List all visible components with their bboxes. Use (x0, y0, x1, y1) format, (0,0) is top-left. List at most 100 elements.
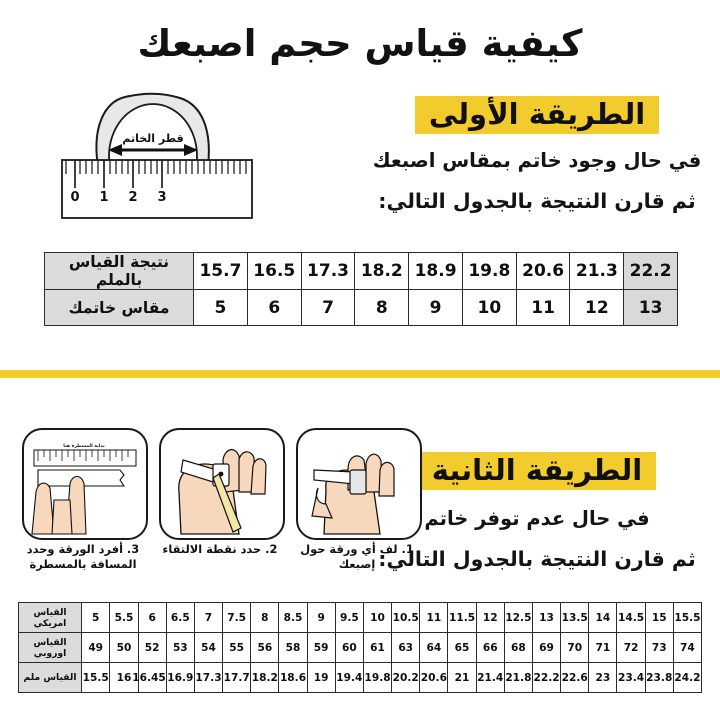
cell-us-19: 6 (137, 602, 167, 633)
ring-diameter-diagram: قطر الخاتم (42, 88, 272, 228)
table-row: 22.2 21.3 20.6 19.8 18.9 18.2 17.3 16.5 … (44, 252, 678, 290)
cell-size-4: 9 (408, 289, 463, 326)
cell-us-5: 13 (531, 602, 562, 633)
ring-size-conversion-table: 15.5 15 14.5 14 13.5 13 12.5 12 11.5 11 10.5 10 9.5 9… (18, 602, 703, 693)
cell-mm-2: 23.4 (616, 662, 646, 693)
table-row: 24.2 23.8 23.4 23 22.6 22.2 21.8 21.4 21 20.6 20.2… (18, 662, 703, 693)
cell-us-3: 14 (588, 602, 618, 633)
cell-us-17: 7 (193, 602, 224, 633)
cell-us-8: 11.5 (447, 602, 477, 633)
cell-size-6: 7 (300, 289, 356, 326)
cell-eu-15: 56 (250, 632, 280, 663)
cell-mm-16: 17.7 (222, 662, 252, 693)
section-divider (0, 370, 720, 378)
cell-size-8: 5 (193, 289, 248, 326)
cell-eu-10: 63 (391, 632, 421, 663)
cell-mm-4: 18.9 (408, 252, 463, 290)
cell-eu-2: 72 (616, 632, 646, 663)
cell-eu-9: 64 (419, 632, 449, 663)
cell-eu-18: 53 (165, 632, 195, 663)
ruler-tick-1: 1 (99, 190, 108, 205)
cell-mm-11: 19.8 (362, 662, 393, 693)
cell-eu-19: 52 (137, 632, 167, 663)
ruler-tick-0: 0 (70, 190, 79, 205)
cell-us-20: 5.5 (109, 602, 139, 633)
cell-mm-0: 24.2 (672, 662, 703, 693)
cell-eu-13: 59 (306, 632, 336, 663)
cell-us-13: 9 (306, 602, 336, 633)
cell-eu-17: 54 (193, 632, 224, 663)
cell-mm-5: 22.2 (531, 662, 562, 693)
step-panel-3-ruler-measure: بداية المسطرة هنا (22, 428, 148, 540)
step-caption-1: 1. لف أي ورقة حول إصبعك (300, 542, 414, 571)
cell-eu-14: 58 (278, 632, 308, 663)
method-1-text-block: الطريقة الأولى في حال وجود خاتم بمقاس اص… (372, 96, 702, 215)
table-row: 74 73 72 71 70 69 68 66 65 64 63 61 60 59 58 56 55 54 53 52… (18, 632, 703, 663)
page-title: كيفية قياس حجم اصبعك (137, 22, 583, 65)
cell-mm-12: 19.4 (334, 662, 364, 693)
cell-eu-1: 73 (644, 632, 674, 663)
cell-mm-8: 15.7 (193, 252, 248, 290)
cell-us-16: 7.5 (222, 602, 252, 633)
cell-mm-10: 20.2 (391, 662, 421, 693)
cell-eu-21: 49 (80, 632, 111, 663)
row-label-eu: القياس اوروبي (18, 632, 82, 663)
cell-eu-20: 50 (109, 632, 139, 663)
method-2-line-1: في حال عدم توفر خاتم (424, 507, 650, 531)
row-label-us: القياس امريكي (18, 602, 82, 633)
cell-us-15: 8 (250, 602, 280, 633)
ruler-tick-3: 3 (157, 190, 166, 205)
table-row: 13 12 11 10 9 8 7 6 5 مقاس خاتمك (44, 289, 678, 326)
step-caption-2: 2. حدد نقطة الالتقاء (162, 542, 278, 556)
cell-size-1: 12 (569, 289, 625, 326)
cell-mm-3: 19.8 (461, 252, 517, 290)
ring-diameter-label: قطر الخاتم (122, 132, 183, 145)
cell-size-2: 11 (515, 289, 571, 326)
cell-us-9: 11 (419, 602, 449, 633)
cell-size-3: 10 (461, 289, 517, 326)
cell-eu-7: 66 (475, 632, 505, 663)
cell-mm-8: 21 (447, 662, 477, 693)
cell-us-7: 12 (475, 602, 505, 633)
cell-eu-3: 71 (588, 632, 618, 663)
cell-mm-19: 16.45 (132, 662, 167, 693)
method-2-heading: الطريقة الثانية (417, 452, 657, 491)
cell-eu-6: 68 (503, 632, 533, 663)
cell-mm-7: 21.4 (475, 662, 505, 693)
cell-us-12: 9.5 (334, 602, 364, 633)
step-caption-3: 3. أفرد الورقة وحدد المسافة بالمسطرة (26, 542, 140, 571)
cell-us-2: 14.5 (616, 602, 646, 633)
cell-mm-9: 20.6 (419, 662, 449, 693)
cell-mm-14: 18.6 (278, 662, 308, 693)
method-2-step-panels: بداية المسطرة هنا (22, 428, 422, 588)
cell-eu-0: 74 (672, 632, 703, 663)
cell-mm-7: 16.5 (246, 252, 302, 290)
cell-eu-4: 70 (560, 632, 590, 663)
cell-mm-6: 21.8 (503, 662, 533, 693)
cell-mm-17: 17.3 (193, 662, 224, 693)
ruler-start-note: بداية المسطرة هنا (63, 444, 105, 449)
method-1-line-2: ثم قارن النتيجة بالجدول التالي: (378, 188, 696, 213)
cell-mm-5: 18.2 (354, 252, 410, 290)
cell-mm-18: 16.9 (165, 662, 195, 693)
cell-eu-5: 69 (531, 632, 562, 663)
cell-us-14: 8.5 (278, 602, 308, 633)
cell-mm-21: 15.5 (80, 662, 111, 693)
cell-us-18: 6.5 (165, 602, 195, 633)
cell-mm-13: 19 (306, 662, 336, 693)
method-1-line-1: في حال وجود خاتم بمقاس اصبعك (372, 149, 702, 173)
cell-mm-15: 18.2 (250, 662, 280, 693)
cell-mm-1: 23.8 (644, 662, 674, 693)
cell-eu-16: 55 (222, 632, 252, 663)
method-1-heading: الطريقة الأولى (414, 96, 660, 135)
method-2-text-block: الطريقة الثانية في حال عدم توفر خاتم ثم … (372, 452, 702, 573)
cell-us-11: 10 (362, 602, 393, 633)
table-row: 15.5 15 14.5 14 13.5 13 12.5 12 11.5 11 10.5 10 9.5 9… (18, 602, 703, 633)
cell-eu-11: 61 (362, 632, 393, 663)
cell-us-1: 15 (644, 602, 674, 633)
cell-us-21: 5 (80, 602, 111, 633)
ring-diameter-table: 22.2 21.3 20.6 19.8 18.9 18.2 17.3 16.5 … (44, 252, 678, 326)
cell-us-10: 10.5 (391, 602, 421, 633)
cell-mm-0: 22.2 (623, 252, 678, 290)
